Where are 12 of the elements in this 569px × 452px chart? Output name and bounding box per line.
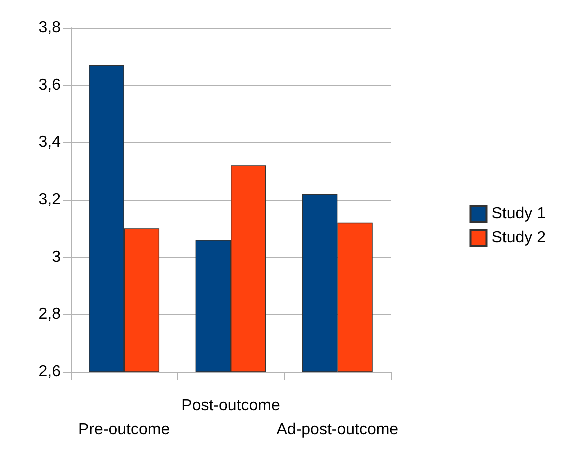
x-tick-label: Pre-outcome xyxy=(78,422,170,438)
y-tick-label: 3,2 xyxy=(38,192,62,208)
x-tick-label: Ad-post-outcome xyxy=(276,422,399,438)
y-tick-label: 3,8 xyxy=(38,20,62,36)
legend-label: Study 2 xyxy=(492,230,546,246)
y-tick-label: 3,4 xyxy=(38,134,62,152)
y-tick-label: 3 xyxy=(52,248,62,266)
y-tick-label: 3,6 xyxy=(38,76,62,94)
y-tick-label: 2,6 xyxy=(38,364,62,380)
x-tick-label: Post-outcome xyxy=(182,398,280,414)
y-tick-label: 2,8 xyxy=(38,306,62,324)
legend-label: Study 1 xyxy=(492,206,546,222)
